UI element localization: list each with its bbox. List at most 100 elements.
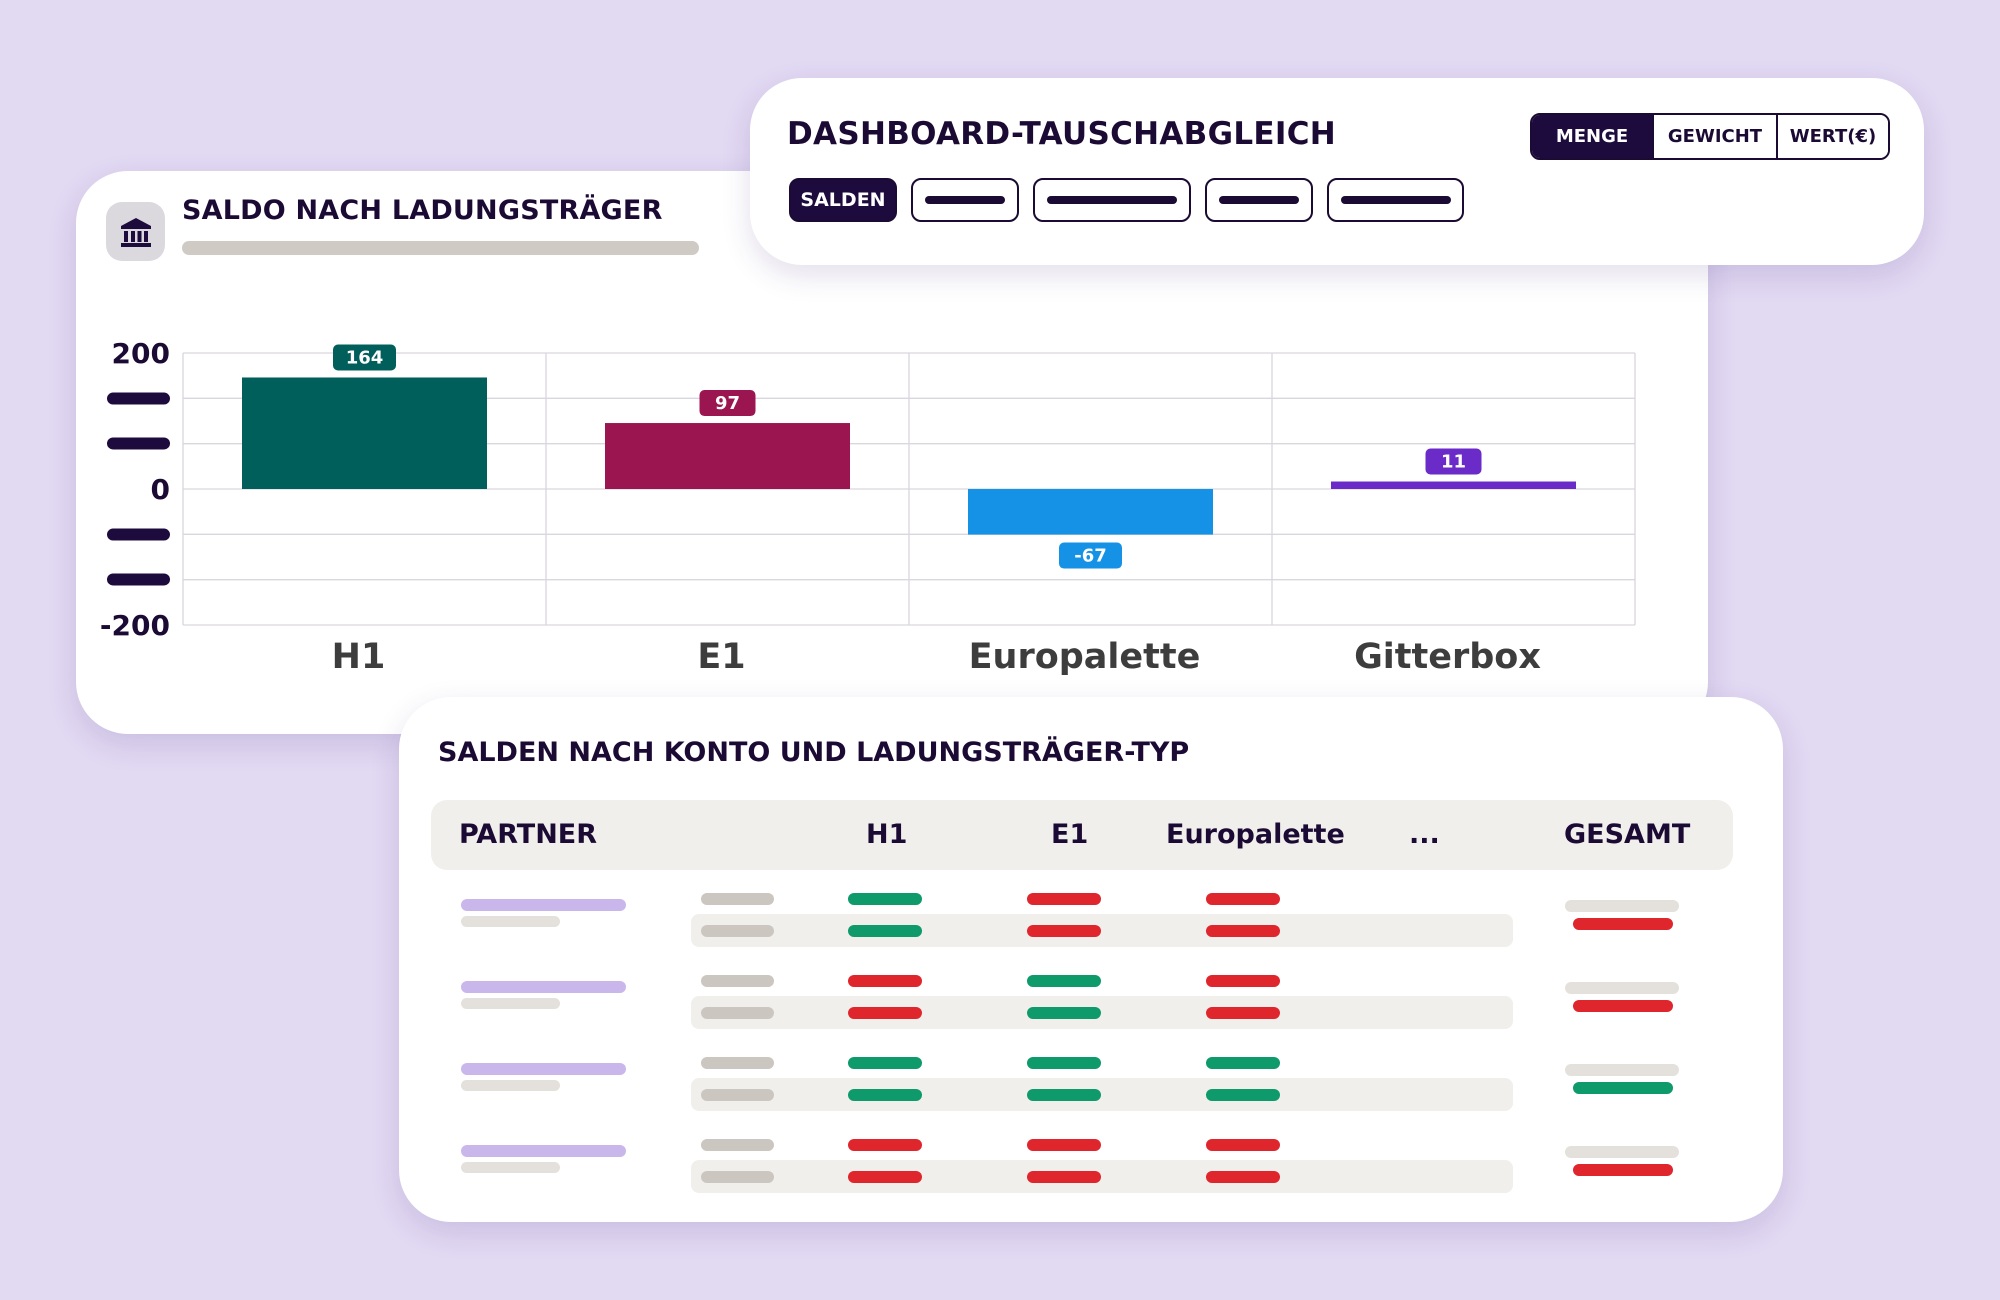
partner-name-placeholder <box>461 1145 626 1157</box>
unit-toggle: MENGE GEWICHT WERT(€) <box>1530 113 1890 160</box>
account-label-placeholder <box>701 925 774 937</box>
negative-total-placeholder <box>1573 918 1673 930</box>
table-title: SALDEN NACH KONTO UND LADUNGSTRÄGER-TYP <box>438 737 1190 768</box>
partner-sub-placeholder <box>461 998 560 1009</box>
column-header-h1[interactable]: H1 <box>866 819 908 850</box>
tab-4[interactable] <box>1205 178 1313 222</box>
unit-menge-button[interactable]: MENGE <box>1532 115 1652 158</box>
positive-value-placeholder <box>1027 1089 1101 1101</box>
negative-value-placeholder <box>1206 1171 1280 1183</box>
account-label-placeholder <box>701 1171 774 1183</box>
positive-value-placeholder <box>848 1057 922 1069</box>
bar <box>968 489 1213 535</box>
positive-value-placeholder <box>1027 1007 1101 1019</box>
row-stripe <box>691 996 1513 1029</box>
partner-sub-placeholder <box>461 916 560 927</box>
bar-value-badge <box>699 390 756 417</box>
chart-title: SALDO NACH LADUNGSTRÄGER <box>182 195 663 226</box>
bar <box>605 423 850 489</box>
positive-value-placeholder <box>1206 1057 1280 1069</box>
y-tick-label: -200 <box>100 609 170 642</box>
positive-value-placeholder <box>848 925 922 937</box>
bar-value-label: 11 <box>1441 452 1466 473</box>
x-category-label: E1 <box>697 637 745 677</box>
dashboard-title: DASHBOARD-TAUSCHABGLEICH <box>787 116 1337 152</box>
negative-value-placeholder <box>848 1007 922 1019</box>
tab-2[interactable] <box>911 178 1019 222</box>
bar-value-label: -67 <box>1074 546 1107 567</box>
bar-value-badge <box>333 344 396 371</box>
negative-value-placeholder <box>1206 1139 1280 1151</box>
bar <box>242 377 487 489</box>
y-tick-placeholder <box>107 392 170 405</box>
account-label-placeholder <box>701 893 774 905</box>
total-label-placeholder <box>1565 900 1679 912</box>
total-label-placeholder <box>1565 1146 1679 1158</box>
x-category-label: H1 <box>332 637 386 677</box>
negative-total-placeholder <box>1573 1164 1673 1176</box>
salden-table-card: SALDEN NACH KONTO UND LADUNGSTRÄGER-TYP … <box>399 697 1783 1222</box>
partner-sub-placeholder <box>461 1080 560 1091</box>
table-header: PARTNER H1 E1 Europalette ... GESAMT <box>431 800 1733 870</box>
y-tick-placeholder <box>107 528 170 541</box>
negative-value-placeholder <box>848 1139 922 1151</box>
account-label-placeholder <box>701 975 774 987</box>
partner-name-placeholder <box>461 981 626 993</box>
tab-5[interactable] <box>1327 178 1464 222</box>
bar <box>1331 481 1576 489</box>
column-header-partner[interactable]: PARTNER <box>459 819 598 850</box>
row-stripe <box>691 1160 1513 1193</box>
column-header-gesamt[interactable]: GESAMT <box>1564 819 1691 850</box>
positive-value-placeholder <box>848 1089 922 1101</box>
saldo-bar-chart: 200 0 -200 164 H1 97 E1 -67 Europalette 11 Gitterb… <box>100 337 1636 677</box>
y-tick-placeholder <box>107 437 170 450</box>
positive-total-placeholder <box>1573 1082 1673 1094</box>
partner-sub-placeholder <box>461 1162 560 1173</box>
negative-value-placeholder <box>848 1171 922 1183</box>
column-header-europalette[interactable]: Europalette <box>1166 819 1345 850</box>
negative-value-placeholder <box>1206 975 1280 987</box>
bar-value-label: 97 <box>715 393 740 414</box>
total-label-placeholder <box>1565 982 1679 994</box>
positive-value-placeholder <box>1027 975 1101 987</box>
y-tick-label: 200 <box>112 337 170 370</box>
dashboard-tabs: SALDEN <box>789 178 1464 222</box>
account-label-placeholder <box>701 1057 774 1069</box>
partner-name-placeholder <box>461 1063 626 1075</box>
account-label-placeholder <box>701 1139 774 1151</box>
dashboard-header-card: DASHBOARD-TAUSCHABGLEICH MENGE GEWICHT W… <box>750 78 1924 265</box>
tab-3[interactable] <box>1033 178 1191 222</box>
bank-icon <box>106 202 165 261</box>
negative-value-placeholder <box>848 975 922 987</box>
account-label-placeholder <box>701 1089 774 1101</box>
total-label-placeholder <box>1565 1064 1679 1076</box>
tab-salden[interactable]: SALDEN <box>789 178 897 222</box>
row-stripe <box>691 1078 1513 1111</box>
column-header-more[interactable]: ... <box>1409 819 1440 850</box>
y-tick-placeholder <box>107 573 170 586</box>
unit-wert-button[interactable]: WERT(€) <box>1776 115 1888 158</box>
x-category-label: Gitterbox <box>1354 637 1541 677</box>
chart-subtitle-placeholder <box>182 241 699 255</box>
negative-value-placeholder <box>1027 1171 1101 1183</box>
positive-value-placeholder <box>1027 1057 1101 1069</box>
bar-value-label: 164 <box>346 347 384 368</box>
negative-value-placeholder <box>1027 1139 1101 1151</box>
negative-total-placeholder <box>1573 1000 1673 1012</box>
row-stripe <box>691 914 1513 947</box>
x-category-label: Europalette <box>969 637 1201 677</box>
positive-value-placeholder <box>848 893 922 905</box>
unit-gewicht-button[interactable]: GEWICHT <box>1652 115 1776 158</box>
negative-value-placeholder <box>1027 893 1101 905</box>
column-header-e1[interactable]: E1 <box>1051 819 1089 850</box>
account-label-placeholder <box>701 1007 774 1019</box>
negative-value-placeholder <box>1027 925 1101 937</box>
bar-value-badge <box>1425 448 1482 475</box>
y-tick-label: 0 <box>151 473 170 506</box>
positive-value-placeholder <box>1206 1089 1280 1101</box>
negative-value-placeholder <box>1206 893 1280 905</box>
bar-value-badge <box>1059 542 1122 569</box>
negative-value-placeholder <box>1206 925 1280 937</box>
negative-value-placeholder <box>1206 1007 1280 1019</box>
partner-name-placeholder <box>461 899 626 911</box>
